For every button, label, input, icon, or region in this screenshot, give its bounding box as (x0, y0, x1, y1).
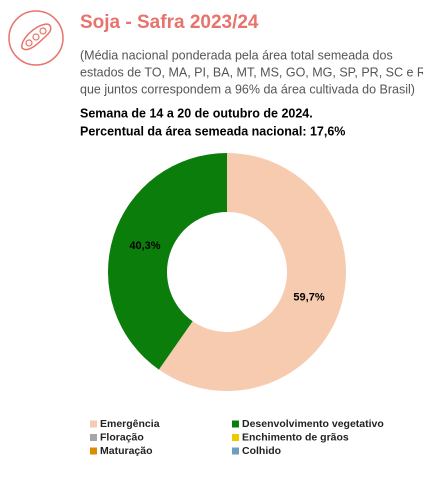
icon (8, 10, 64, 66)
legend-swatch (90, 434, 97, 441)
legend-swatch (90, 447, 97, 455)
subtitle: estados de TO, MA, PI, BA, MT, MS, GO, M… (80, 65, 423, 79)
legend-label: Emergência (100, 418, 160, 430)
week: Semana de 14 a 20 de outubro de 2024. (80, 106, 313, 120)
legend-label: Desenvolvimento vegetativo (242, 418, 384, 430)
subtitle: (Média nacional ponderada pela área tota… (80, 48, 393, 62)
slice (107, 153, 227, 370)
legend-label: Maturação (100, 445, 153, 457)
legend-swatch (90, 420, 97, 428)
value-label: 40,3% (129, 240, 160, 252)
slice (158, 153, 346, 391)
title: Soja - Safra 2023/24 (80, 12, 259, 33)
percent: Percentual da área semeada nacional: 17,… (80, 124, 345, 138)
legend-label: Enchimento de grãos (242, 431, 349, 443)
subtitle: que juntos correspondem a 96% da área cu… (80, 82, 415, 96)
legend-swatch (232, 447, 239, 455)
legend-swatch (232, 420, 239, 428)
legend-label: Floração (100, 431, 144, 443)
legend-label: Colhido (242, 445, 281, 457)
value-label: 59,7% (293, 292, 324, 304)
legend-swatch (232, 434, 239, 441)
